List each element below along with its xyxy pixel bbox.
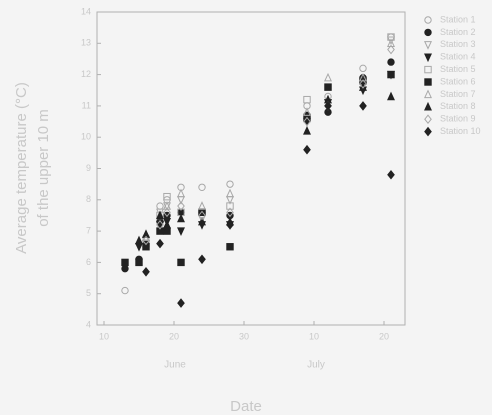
point: [135, 235, 143, 245]
point: [303, 126, 311, 135]
point: [226, 220, 234, 230]
point: [156, 227, 164, 235]
legend-marker: [424, 41, 432, 50]
y-tick-label: 8: [86, 194, 91, 204]
y-axis-label: Average temperature (°C): [13, 82, 30, 254]
x-axis-label: Date: [230, 398, 262, 415]
x-tick-label: 10: [309, 331, 319, 341]
y-tick-label: 7: [86, 225, 91, 235]
point: [177, 201, 185, 211]
point: [324, 83, 332, 91]
x-tick-label: 10: [99, 331, 109, 341]
point: [142, 235, 150, 246]
point: [142, 266, 150, 277]
month-label: June: [164, 360, 186, 371]
legend-marker: [424, 126, 432, 137]
point: [163, 192, 171, 201]
legend-marker: [424, 65, 432, 74]
point: [198, 183, 206, 191]
legend-label: Station 8: [440, 101, 476, 111]
point: [359, 79, 367, 89]
legend-marker: [424, 53, 432, 63]
point: [142, 229, 150, 238]
point: [387, 169, 395, 180]
point: [226, 243, 234, 251]
point: [303, 95, 311, 104]
point: [177, 213, 185, 223]
y-tick-label: 4: [86, 319, 91, 329]
y-tick-label: 12: [81, 69, 91, 79]
point: [121, 258, 129, 267]
point: [177, 188, 185, 198]
legend-label: Station 5: [440, 64, 476, 74]
point: [324, 72, 332, 82]
legend-label: Station 4: [440, 52, 476, 62]
point: [163, 223, 171, 233]
point: [177, 258, 185, 267]
point: [226, 202, 234, 210]
y-tick-label: 13: [81, 38, 91, 48]
point: [359, 64, 367, 73]
point: [387, 91, 395, 101]
y-tick-label: 10: [81, 132, 91, 142]
point: [163, 201, 171, 210]
point: [198, 254, 206, 265]
legend-marker: [424, 28, 432, 37]
point: [177, 298, 185, 308]
point: [121, 286, 129, 295]
point: [142, 243, 150, 251]
point: [303, 107, 311, 116]
point: [387, 58, 395, 66]
y-tick-label: 5: [86, 288, 91, 298]
y-axis-label: of the upper 10 m: [35, 109, 52, 227]
point: [387, 44, 395, 55]
point: [387, 70, 395, 79]
point: [198, 201, 206, 210]
legend-label: Station 1: [440, 14, 476, 24]
legend-marker: [424, 78, 432, 86]
point: [135, 243, 143, 252]
point: [198, 210, 206, 221]
x-tick-label: 20: [169, 331, 179, 341]
x-tick-label: 20: [379, 331, 389, 341]
legend-label: Station 10: [440, 126, 481, 136]
legend-label: Station 6: [440, 76, 476, 86]
legend-label: Station 7: [440, 89, 476, 99]
y-tick-label: 6: [86, 257, 91, 267]
point: [387, 38, 395, 47]
legend-marker: [424, 101, 432, 111]
point: [359, 101, 367, 111]
x-tick-label: 30: [239, 331, 249, 341]
legend-label: Station 2: [440, 27, 476, 37]
point: [303, 116, 311, 127]
plot-frame: [96, 11, 406, 326]
y-tick-label: 14: [81, 6, 91, 16]
point: [156, 238, 164, 249]
point: [303, 144, 311, 155]
point: [226, 180, 234, 188]
legend-marker: [424, 16, 432, 24]
point: [226, 207, 234, 218]
point: [156, 202, 164, 210]
month-label: July: [307, 360, 325, 371]
legend-label: Station 9: [440, 114, 476, 124]
point: [226, 188, 234, 198]
y-tick-label: 9: [86, 163, 91, 173]
legend-marker: [424, 89, 432, 99]
legend-marker: [424, 114, 432, 125]
point: [135, 258, 143, 267]
point: [324, 101, 332, 111]
point: [156, 210, 164, 220]
point: [156, 220, 164, 230]
point: [177, 227, 185, 236]
point: [198, 216, 206, 226]
point: [359, 72, 367, 82]
y-tick-label: 11: [82, 100, 91, 110]
point: [121, 264, 129, 273]
point: [359, 82, 367, 91]
legend-label: Station 3: [440, 39, 476, 49]
point: [163, 207, 171, 218]
